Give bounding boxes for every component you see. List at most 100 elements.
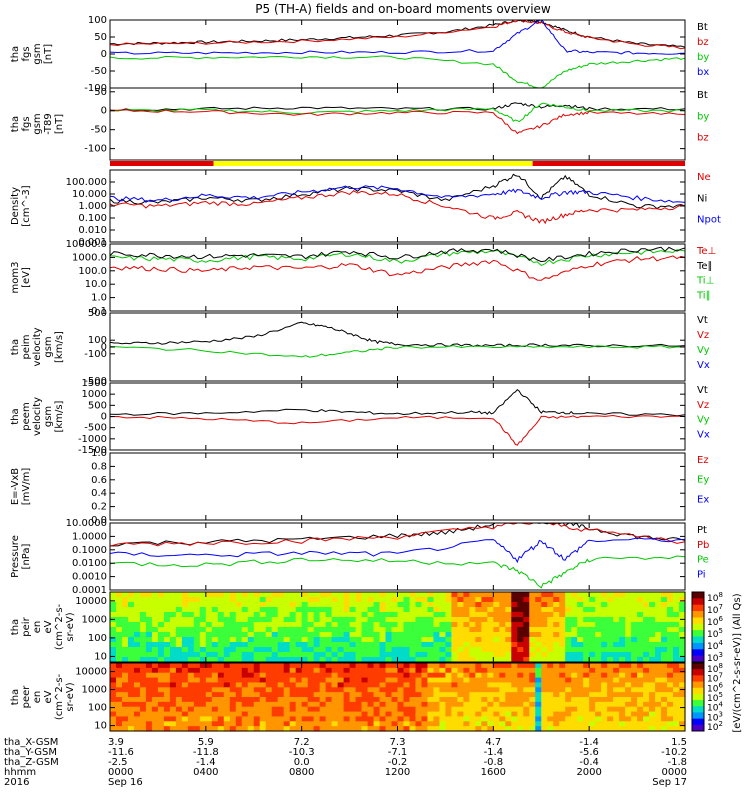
spectrogram-cell (355, 701, 363, 708)
spectrogram-cell (187, 597, 195, 603)
spectrogram-cell (193, 667, 201, 674)
spectrogram-cell (265, 697, 273, 703)
spectrogram-cell (319, 663, 327, 669)
spectrogram-cell (163, 617, 171, 623)
spectrogram-cell (433, 597, 441, 603)
spectrogram-cell (457, 612, 464, 618)
spectrogram-cell (277, 663, 285, 669)
spectrogram-cell (589, 657, 596, 663)
spectrogram-cell (355, 672, 363, 679)
spectrogram-cell (631, 652, 638, 658)
spectrogram-cell (607, 663, 614, 669)
spectrogram-cell (325, 612, 333, 618)
spectrogram-cell (631, 692, 638, 698)
spectrogram-cell (157, 632, 165, 638)
spectrogram-cell (367, 697, 375, 703)
spectrogram-cell (487, 672, 494, 679)
spectrogram-cell (355, 657, 363, 663)
spectrogram-cell (487, 632, 494, 638)
spectrogram-cell (535, 711, 542, 718)
spectrogram-cell (247, 711, 255, 718)
spectrogram-cell (649, 612, 656, 618)
spectrogram-cell (361, 602, 369, 608)
spectrogram-cell (175, 726, 183, 732)
spectrogram-cell (619, 697, 626, 703)
spectrogram-cell (349, 657, 357, 663)
spectrogram-cell (187, 627, 195, 633)
spectrogram-cell (553, 672, 560, 679)
spectrogram-cell (571, 701, 578, 708)
spectrogram-cell (241, 592, 249, 598)
spectrogram-cell (331, 602, 339, 608)
spectrogram-cell (601, 663, 608, 669)
spectrogram-cell (271, 627, 279, 633)
spectrogram-cell (181, 612, 189, 618)
spectrogram-cell (451, 667, 458, 674)
spectrogram-cell (235, 726, 243, 732)
spectrogram-cell (631, 607, 638, 613)
spectrogram-cell (493, 701, 500, 708)
spectrogram-cell (361, 716, 369, 722)
spectrogram-cell (277, 672, 285, 679)
spectrogram-cell (577, 682, 584, 688)
spectrogram-cell (541, 711, 548, 718)
spectrogram-cell (553, 602, 560, 608)
spectrogram-cell (163, 637, 171, 643)
spectrogram-cell (667, 716, 674, 722)
spectrogram-cell (577, 622, 584, 628)
spectrogram-cell (379, 642, 387, 648)
spectrogram-cell (110, 622, 117, 628)
spectrogram-cell (151, 592, 159, 598)
spectrogram-cell (583, 682, 590, 688)
spectrogram-cell (277, 667, 285, 674)
spectrogram-cell (511, 701, 518, 708)
spectrogram-cell (331, 667, 339, 674)
legend-label: bz (697, 133, 709, 144)
spectrogram-cell (205, 677, 213, 684)
spectrogram-cell (565, 627, 572, 633)
spectrogram-cell (661, 706, 668, 713)
spectrogram-cell (133, 637, 141, 643)
spectrogram-cell (145, 657, 153, 663)
spectrogram-cell (595, 627, 602, 633)
spectrogram-cell (601, 647, 608, 653)
spectrogram-cell (349, 627, 357, 633)
spectrogram-cell (337, 632, 345, 638)
y-tick-label: 10 (94, 651, 107, 662)
spectrogram-cell (163, 612, 171, 618)
y-tick-label: 1.0000 (72, 531, 107, 542)
spectrogram-cell (679, 726, 686, 732)
spectrogram-cell (163, 652, 171, 658)
spectrogram-cell (247, 617, 255, 623)
spectrogram-cell (451, 692, 458, 698)
spectrogram-cell (331, 632, 339, 638)
legend-label: Vz (697, 330, 709, 341)
spectrogram-cell (235, 721, 243, 727)
spectrogram-cell (487, 677, 494, 684)
spectrogram-cell (253, 701, 261, 708)
footer-value: Sep 16 (108, 777, 143, 788)
spectrogram-cell (439, 687, 447, 693)
spectrogram-cell (229, 682, 237, 688)
spectrogram-cell (367, 642, 375, 648)
spectrogram-cell (367, 716, 375, 722)
spectrogram-cell (517, 677, 524, 684)
footer-value: Sep 17 (652, 777, 687, 788)
footer-value: 0000 (662, 767, 687, 778)
spectrogram-cell (253, 652, 261, 658)
spectrogram-cell (367, 647, 375, 653)
spectrogram-cell (355, 726, 363, 732)
spectrogram-cell (289, 652, 297, 658)
spectrogram-cell (415, 592, 423, 598)
spectrogram-cell (529, 682, 536, 688)
series-line-Ne (109, 190, 686, 225)
spectrogram-cell (559, 663, 566, 669)
spectrogram-cell (421, 692, 429, 698)
spectrogram-cell (601, 622, 608, 628)
spectrogram-cell (193, 637, 201, 643)
spectrogram-cell (235, 632, 243, 638)
spectrogram-cell (505, 726, 512, 732)
spectrogram-cell (361, 677, 369, 684)
spectrogram-cell (487, 711, 494, 718)
spectrogram-cell (487, 617, 494, 623)
